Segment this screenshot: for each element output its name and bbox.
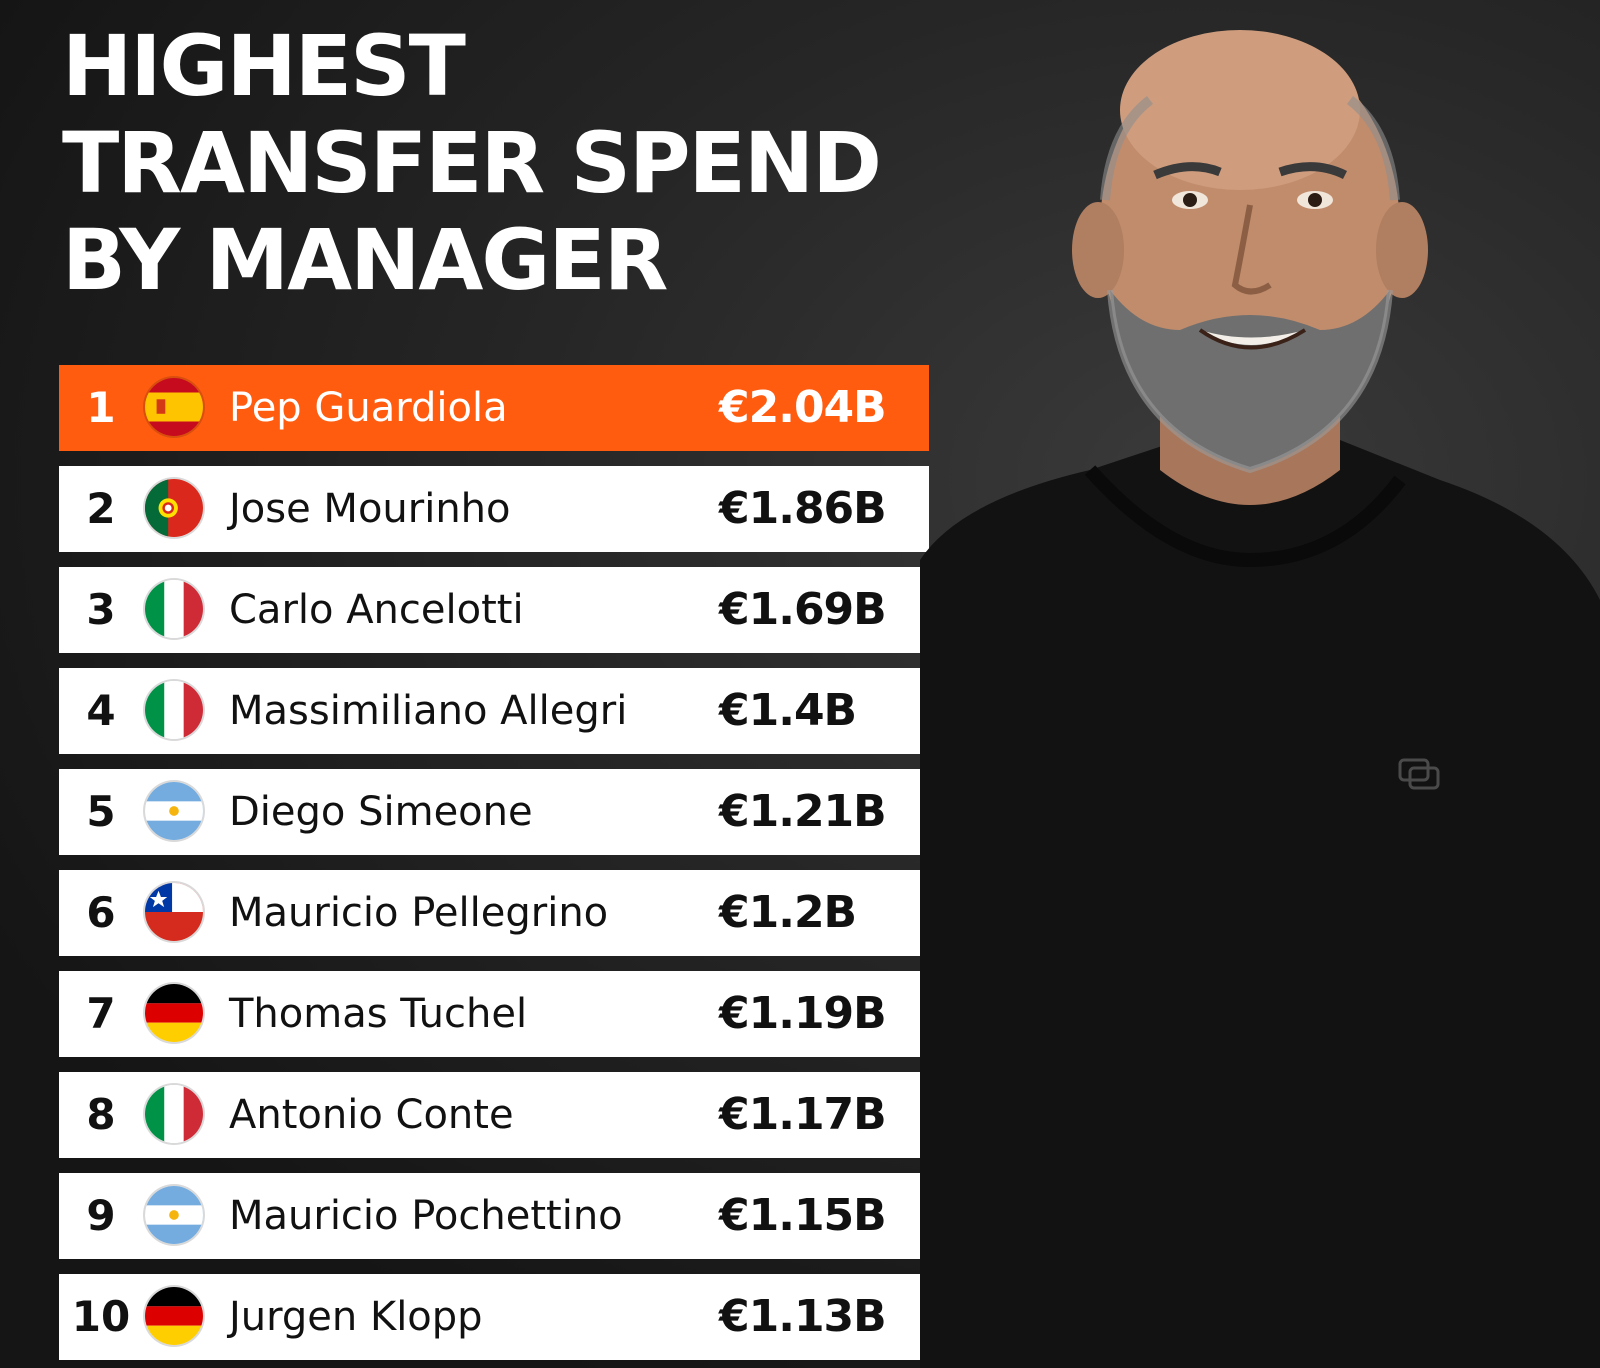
transfer-amount: €1.19B <box>719 988 887 1039</box>
rank-number: 5 <box>86 787 116 836</box>
chile-flag-icon <box>145 883 203 941</box>
manager-name: Pep Guardiola <box>229 385 508 431</box>
manager-name: Diego Simeone <box>229 789 533 835</box>
germany-flag-icon <box>145 1287 203 1345</box>
manager-name: Massimiliano Allegri <box>229 688 628 734</box>
transfer-amount: €1.17B <box>719 1089 887 1140</box>
portugal-flag-icon <box>145 479 203 537</box>
transfer-amount: €1.69B <box>719 584 887 635</box>
manager-name: Mauricio Pochettino <box>229 1193 623 1239</box>
rank-number: 9 <box>86 1191 116 1240</box>
argentina-flag-icon <box>145 782 203 840</box>
manager-portrait <box>920 30 1600 1368</box>
italy-flag-icon <box>145 580 203 638</box>
manager-name: Mauricio Pellegrino <box>229 890 609 936</box>
table-row: 7 Thomas Tuchel €1.19B <box>59 971 929 1057</box>
rank-number: 10 <box>71 1292 131 1341</box>
rank-number: 1 <box>86 383 116 432</box>
manager-name: Thomas Tuchel <box>229 991 528 1037</box>
argentina-flag-icon <box>145 1186 203 1244</box>
table-row: 3 Carlo Ancelotti €1.69B <box>59 567 929 653</box>
table-row: 5 Diego Simeone €1.21B <box>59 769 929 855</box>
table-row: 6 Mauricio Pellegrino €1.2B <box>59 870 929 956</box>
germany-flag-icon <box>145 984 203 1042</box>
rank-number: 2 <box>86 484 116 533</box>
transfer-amount: €1.13B <box>719 1291 887 1342</box>
manager-name: Antonio Conte <box>229 1092 514 1138</box>
table-row: 9 Mauricio Pochettino €1.15B <box>59 1173 929 1259</box>
manager-name: Carlo Ancelotti <box>229 587 524 633</box>
rank-number: 8 <box>86 1090 116 1139</box>
rank-number: 6 <box>86 888 116 937</box>
title-line-1: HIGHEST <box>62 17 466 115</box>
table-row: 1 Pep Guardiola €2.04B <box>59 365 929 451</box>
transfer-amount: €1.21B <box>719 786 887 837</box>
italy-flag-icon <box>145 681 203 739</box>
rank-number: 4 <box>86 686 116 735</box>
title-line-2: TRANSFER SPEND <box>62 114 882 212</box>
title-line-3: BY MANAGER <box>62 211 668 309</box>
transfer-amount: €2.04B <box>719 382 887 433</box>
rank-number: 7 <box>86 989 116 1038</box>
table-row: 8 Antonio Conte €1.17B <box>59 1072 929 1158</box>
table-row: 2 Jose Mourinho €1.86B <box>59 466 929 552</box>
rank-number: 3 <box>86 585 116 634</box>
manager-name: Jose Mourinho <box>229 486 511 532</box>
transfer-amount: €1.86B <box>719 483 887 534</box>
page-title: HIGHEST TRANSFER SPEND BY MANAGER <box>62 18 922 309</box>
transfer-amount: €1.2B <box>719 887 857 938</box>
manager-name: Jurgen Klopp <box>229 1294 483 1340</box>
transfer-amount: €1.4B <box>719 685 857 736</box>
spain-flag-icon <box>145 378 203 436</box>
transfer-amount: €1.15B <box>719 1190 887 1241</box>
italy-flag-icon <box>145 1085 203 1143</box>
table-row: 4 Massimiliano Allegri €1.4B <box>59 668 929 754</box>
table-row: 10 Jurgen Klopp €1.13B <box>59 1274 929 1360</box>
